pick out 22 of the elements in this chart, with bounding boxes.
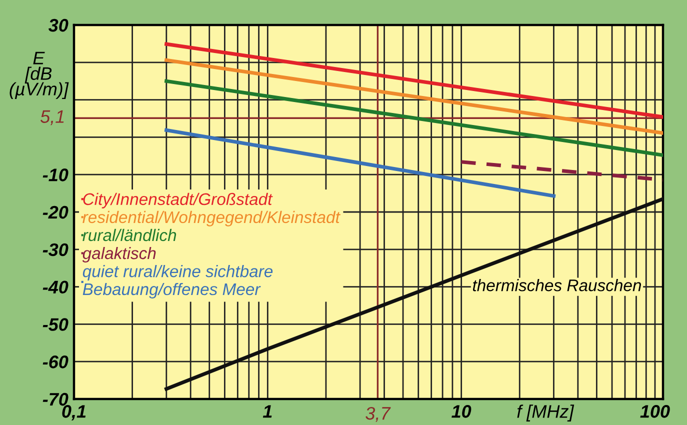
ref-line-label: 3,7	[366, 406, 391, 422]
y-tick-label: -70	[42, 392, 68, 406]
y-axis-title: E [dB (µV/m)]	[10, 52, 69, 100]
legend-label: galaktisch	[82, 246, 156, 262]
x-tick-label: 1	[262, 405, 272, 418]
legend-label: residential/Wohngegend/Kleinstadt	[82, 210, 340, 226]
y-tick-label: -10	[42, 168, 68, 182]
x-tick-label: 10	[452, 405, 472, 418]
y-tick-label: -50	[42, 318, 68, 331]
ref-line-label: 5,1	[40, 110, 64, 126]
y-tick-label: -40	[42, 280, 68, 294]
legend-label: quiet rural/keine sichtbare Bebauung/offenes Meer	[82, 264, 273, 298]
x-axis-title: f [MHz]	[517, 404, 574, 422]
y-tick-label: -60	[42, 356, 68, 368]
y-tick-label: 30	[48, 18, 68, 32]
y-tick-label: -30	[42, 243, 68, 256]
x-tick-label: 0,1	[62, 405, 86, 420]
x-tick-label: 100	[640, 405, 670, 418]
annotation: thermisches Rauschen	[472, 279, 641, 292]
legend-label: rural/ländlich	[82, 228, 176, 242]
legend-label: City/Innenstadt/Großstadt	[83, 192, 273, 208]
y-tick-label: -20	[42, 206, 68, 219]
